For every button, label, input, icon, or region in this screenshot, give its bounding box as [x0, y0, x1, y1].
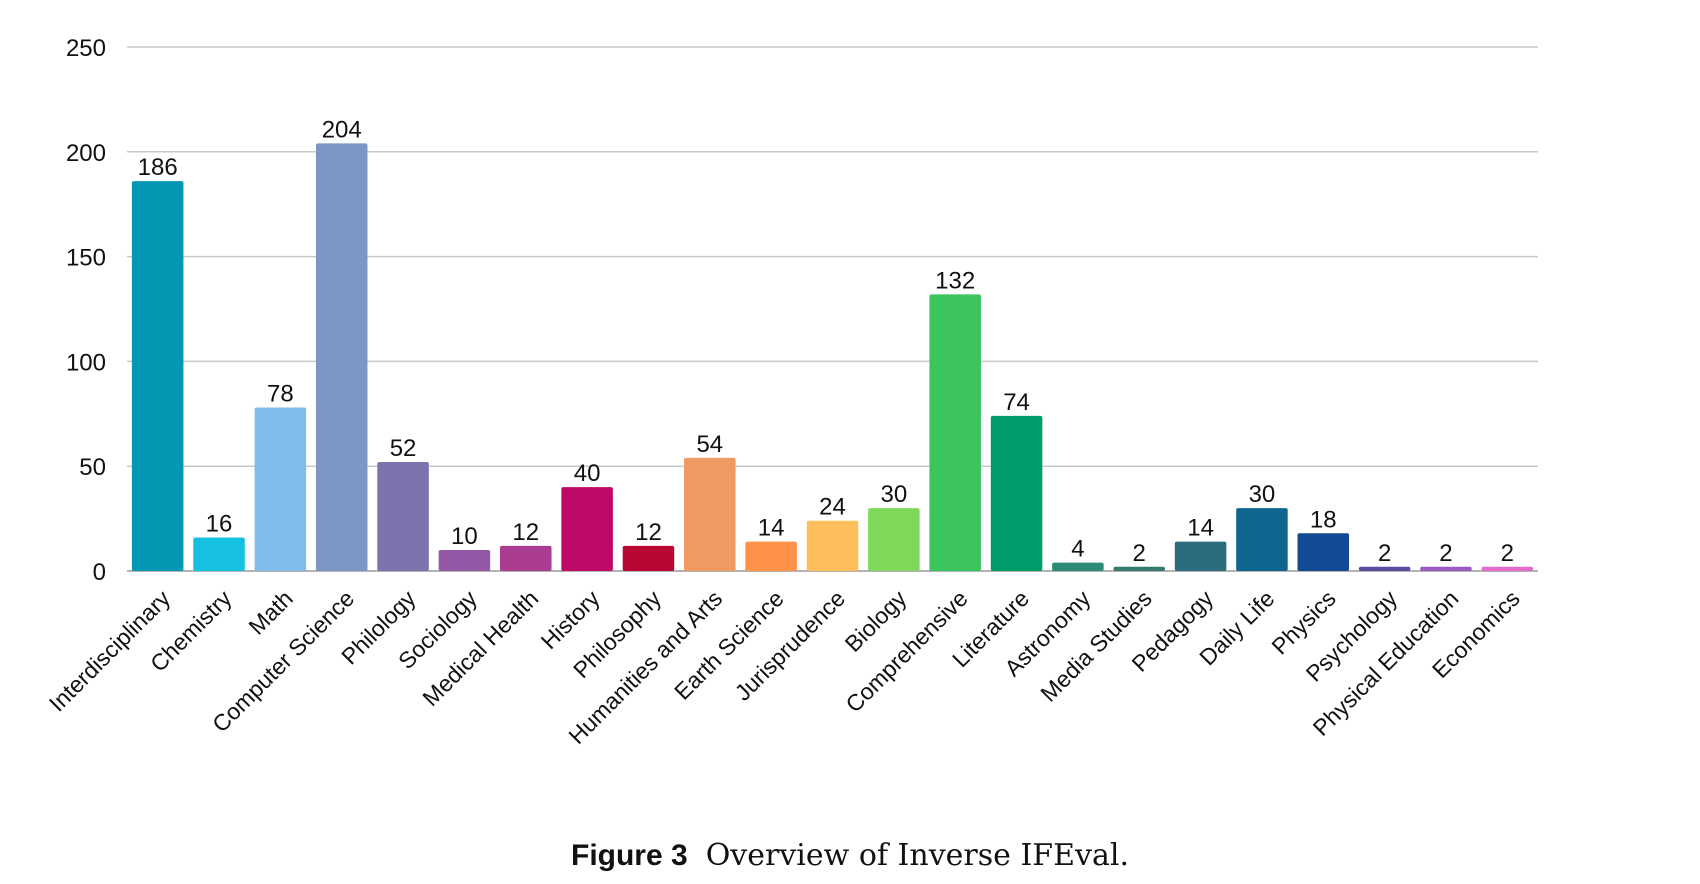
y-tick-label: 50	[79, 454, 106, 481]
bar	[929, 294, 981, 571]
figure-caption: Figure 3 Overview of Inverse IFEval.	[0, 838, 1700, 873]
bar-value-label: 74	[1003, 389, 1030, 416]
y-tick-label: 250	[66, 35, 106, 62]
bar	[131, 181, 184, 572]
bar-value-label: 18	[1310, 506, 1337, 533]
bar	[1420, 566, 1472, 571]
bar-value-label: 186	[138, 154, 178, 181]
bar	[868, 508, 920, 571]
bar-value-label: 16	[206, 510, 233, 537]
bar-value-label: 2	[1133, 540, 1146, 567]
bar	[1358, 566, 1411, 571]
bar	[1113, 566, 1166, 571]
bar-value-label: 12	[512, 519, 539, 546]
bar	[499, 545, 552, 571]
bar	[990, 415, 1043, 571]
y-tick-label: 150	[66, 245, 106, 272]
bar	[745, 541, 797, 571]
bar-value-label: 30	[1249, 481, 1276, 508]
bar-value-label: 2	[1378, 540, 1391, 567]
bar	[1052, 562, 1104, 571]
bar	[315, 143, 368, 571]
bar-value-label: 4	[1071, 536, 1084, 563]
bar	[193, 537, 245, 571]
bar	[684, 457, 736, 571]
bar-value-label: 14	[758, 515, 785, 542]
y-tick-label: 100	[66, 349, 106, 376]
bar	[1236, 508, 1288, 571]
figure-label: Figure 3	[571, 839, 688, 872]
bar	[561, 487, 613, 571]
bar-value-label: 24	[819, 494, 846, 521]
y-axis-tick-labels: 0 50 100 150 200 250	[66, 35, 106, 586]
bar	[622, 545, 675, 571]
bar	[377, 462, 429, 571]
bar-value-label: 10	[451, 523, 478, 550]
bar-value-label: 54	[696, 431, 723, 458]
bar	[1481, 566, 1534, 571]
bars	[131, 143, 1534, 572]
bar-value-label: 2	[1501, 540, 1514, 567]
bar	[254, 407, 307, 571]
bar-value-label: 30	[880, 481, 907, 508]
bar	[806, 520, 859, 571]
bar-chart: 0 50 100 150 200 250 186 16 78 204 52 10 12 40 12 54 14…	[44, 35, 1538, 749]
bar-value-label: 40	[574, 460, 601, 487]
y-tick-label: 0	[93, 559, 106, 586]
category-label: Jurisprudence	[729, 585, 850, 706]
bar	[1297, 533, 1350, 571]
data-labels: 186 16 78 204 52 10 12 40 12 54 14 24 30 132 74 4 2 14 30 1…	[138, 116, 1514, 566]
bar-value-label: 78	[267, 381, 294, 408]
bar	[1174, 541, 1227, 571]
caption-text: Overview of Inverse IFEval.	[705, 838, 1129, 873]
bar-value-label: 2	[1439, 540, 1452, 567]
y-tick-label: 200	[66, 140, 106, 167]
bar-value-label: 14	[1187, 515, 1214, 542]
bar	[438, 550, 491, 571]
bar-value-label: 12	[635, 519, 662, 546]
bar-value-label: 132	[935, 267, 975, 294]
category-label: Math	[243, 585, 298, 640]
bar-value-label: 52	[390, 435, 417, 462]
bar-value-label: 204	[322, 116, 362, 143]
